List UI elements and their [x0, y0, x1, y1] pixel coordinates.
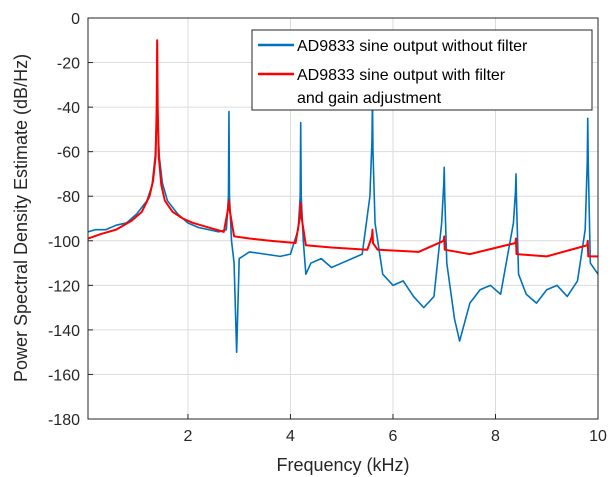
y-tick-label: -40 — [57, 100, 80, 117]
legend: AD9833 sine output without filter AD9833… — [251, 29, 593, 111]
legend-label-without-filter: AD9833 sine output without filter — [297, 38, 528, 55]
y-tick-label: -160 — [48, 367, 80, 384]
x-tick-label: 6 — [389, 428, 398, 445]
tick-marks — [88, 17, 599, 420]
legend-label-line: and gain adjustment — [297, 90, 442, 107]
x-axis-label: Frequency (kHz) — [276, 455, 409, 475]
series-layer — [88, 39, 598, 353]
legend-label-line: AD9833 sine output with filter — [297, 67, 506, 84]
tick-labels: 2 4 6 8 10 -180 -160 -140 -120 -100 -80 -60 -40 -20 0 — [48, 11, 607, 445]
y-tick-label: -100 — [48, 234, 80, 251]
y-tick-label: -120 — [48, 278, 80, 295]
y-tick-label: -180 — [48, 412, 80, 429]
legend-box — [251, 29, 593, 111]
x-tick-label: 2 — [183, 428, 192, 445]
y-axis-label: Power Spectral Density Estimate (dB/Hz) — [11, 54, 31, 382]
x-tick-label: 8 — [491, 428, 500, 445]
y-tick-label: 0 — [71, 11, 80, 28]
plot-frame — [87, 17, 599, 420]
x-tick-label: 4 — [286, 428, 295, 445]
y-tick-label: -60 — [57, 145, 80, 162]
series-line-without-filter — [88, 39, 598, 353]
series-line-with-filter — [88, 39, 598, 258]
x-tick-label: 10 — [589, 428, 607, 445]
y-tick-label: -80 — [57, 189, 80, 206]
y-tick-label: -140 — [48, 323, 80, 340]
legend-label-with-filter: AD9833 sine output with filter and gain a… — [297, 67, 506, 107]
y-tick-label: -20 — [57, 56, 80, 73]
